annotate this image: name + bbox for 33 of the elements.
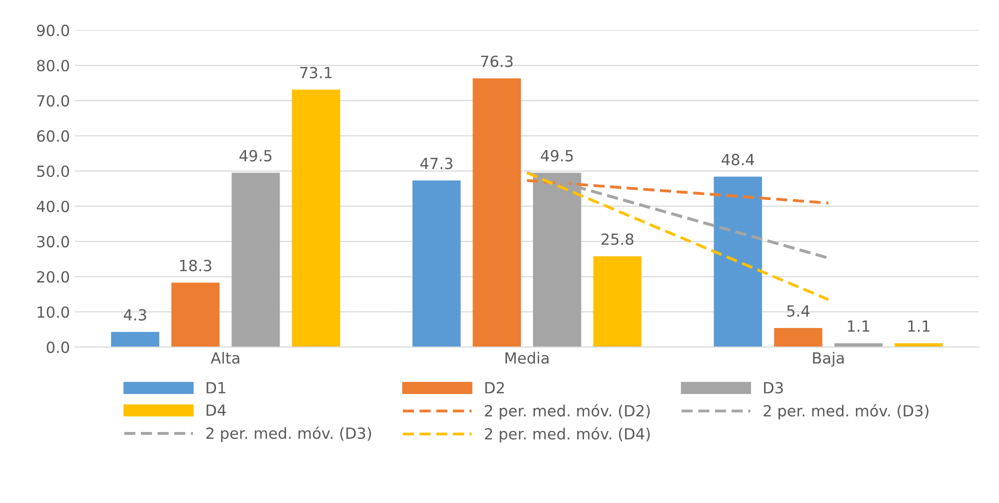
y-tick-label: 80.0 [37,60,70,72]
x-tick-label: Alta [210,352,240,364]
data-label: 4.3 [124,309,146,321]
legend-label: D1 [206,382,226,394]
y-tick-label: 50.0 [37,165,70,178]
data-label: 47.3 [420,158,452,170]
legend-label: 2 per. med. móv. (D4) [484,427,650,443]
y-tick-label: 90.0 [37,24,70,36]
legend-label: 2 per. med. móv. (D2) [484,404,650,420]
data-label: 1.1 [848,320,870,332]
data-label: 49.5 [239,150,272,162]
legend-label: D2 [485,382,504,394]
y-tick-label: 30.0 [37,236,70,248]
y-tick-label: 40.0 [36,200,70,212]
data-label: 76.3 [481,56,513,68]
y-tick-label: 60.0 [37,130,70,142]
data-label: 1.1 [908,320,930,332]
data-label: 48.4 [722,154,754,166]
legend-label: D4 [206,404,226,416]
y-tick-label: 10.0 [38,306,70,318]
y-tick-label: 70.0 [37,95,70,107]
x-tick-label: Media [506,352,549,364]
y-tick-label: 20.0 [37,271,70,283]
legend-label: 2 per. med. móv. (D3) [206,426,372,442]
data-label: 73.1 [300,66,332,78]
legend-label: 2 per. med. móv. (D3) [764,404,928,420]
legend-label: D3 [764,382,783,394]
data-label: 49.5 [540,150,573,162]
data-label: 25.8 [601,233,634,245]
data-label: 18.3 [180,260,212,272]
data-label: 5.4 [787,305,810,317]
x-tick-label: Baja [813,352,844,367]
y-tick-label: 0.0 [46,342,70,354]
